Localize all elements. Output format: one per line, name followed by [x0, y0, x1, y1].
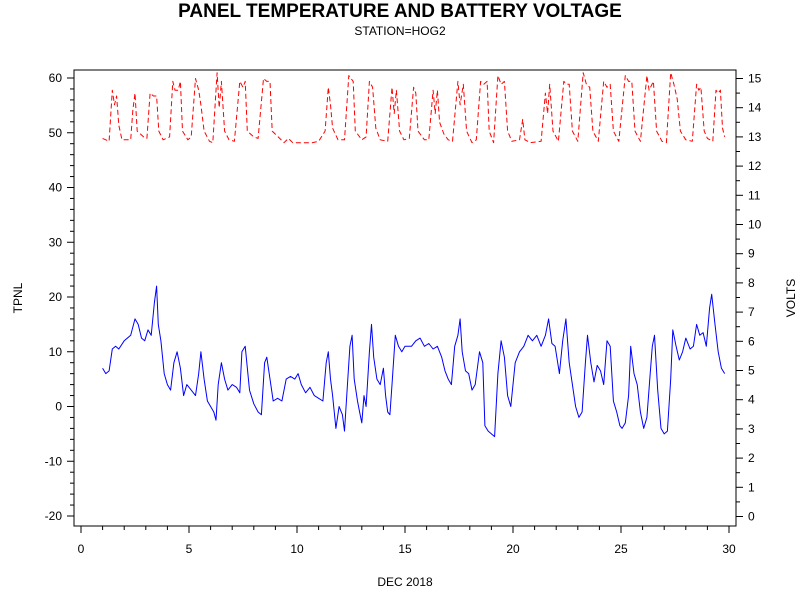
x-axis-label: DEC 2018 [377, 575, 433, 589]
y-right-tick-label: 8 [748, 276, 755, 290]
battery-voltage-line [102, 72, 726, 144]
y-left-tick-label: 60 [49, 71, 63, 85]
y-left-tick-label: -20 [45, 509, 63, 523]
y-right-tick-label: 12 [748, 159, 762, 173]
y-left-tick-label: 20 [49, 290, 63, 304]
y-left-tick-label: 40 [49, 181, 63, 195]
y-axis-left-label: TPNL [11, 282, 25, 313]
panel-temperature-line [102, 285, 726, 438]
y-left-tick-label: 0 [55, 400, 62, 414]
y-axis-left: -20 -10 0 10 20 30 40 50 60 [45, 71, 74, 523]
y-left-tick-label: -10 [45, 454, 63, 468]
x-tick-label: 10 [290, 542, 304, 556]
y-right-tick-label: 7 [748, 305, 755, 319]
x-tick-label: 20 [506, 542, 520, 556]
y-right-tick-label: 2 [748, 451, 755, 465]
y-right-tick-label: 14 [748, 101, 762, 115]
x-axis: 0 5 10 15 20 25 30 [78, 526, 736, 556]
y-right-tick-label: 15 [748, 72, 762, 86]
chart-title: PANEL TEMPERATURE AND BATTERY VOLTAGE [178, 1, 622, 22]
y-right-tick-label: 1 [748, 480, 755, 494]
y-left-tick-label: 30 [49, 235, 63, 249]
x-tick-label: 0 [78, 542, 85, 556]
x-tick-label: 5 [186, 542, 193, 556]
y-right-tick-label: 5 [748, 364, 755, 378]
y-right-tick-label: 6 [748, 334, 755, 348]
y-right-tick-label: 3 [748, 422, 755, 436]
y-right-tick-label: 0 [748, 510, 755, 524]
plot-frame [73, 69, 737, 527]
x-tick-label: 30 [722, 542, 736, 556]
y-axis-right-label: VOLTS [784, 279, 798, 317]
y-right-tick-label: 11 [748, 188, 761, 202]
y-left-tick-label: 50 [49, 126, 63, 140]
y-right-tick-label: 10 [748, 218, 762, 232]
y-right-tick-label: 4 [748, 393, 755, 407]
y-right-tick-label: 9 [748, 247, 755, 261]
chart-subtitle: STATION=HOG2 [354, 24, 446, 38]
y-left-tick-label: 10 [49, 345, 63, 359]
series-layer [102, 72, 726, 438]
y-right-tick-label: 13 [748, 130, 762, 144]
x-tick-label: 25 [614, 542, 628, 556]
x-tick-label: 15 [398, 542, 412, 556]
